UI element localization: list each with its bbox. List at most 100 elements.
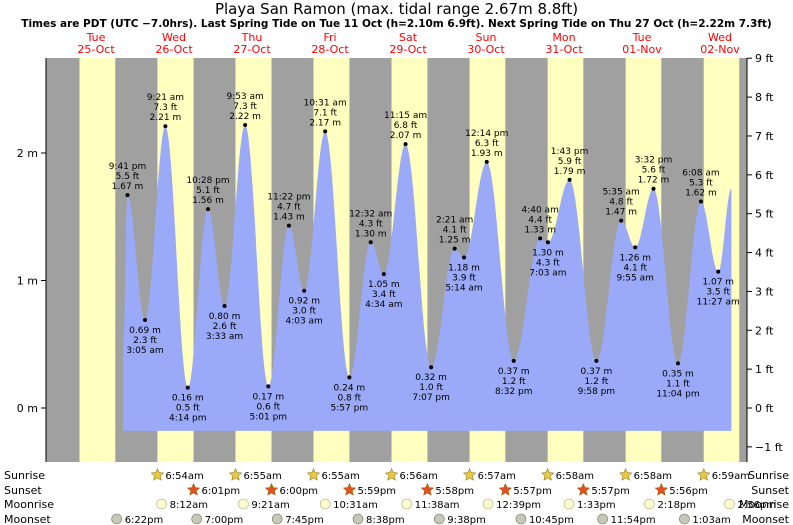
left-tick-label: 2 m (17, 147, 38, 160)
day-date: 02-Nov (700, 43, 740, 56)
sunrise-icon (540, 467, 555, 481)
moonset-icon (271, 513, 283, 525)
tide-extreme-point (651, 186, 656, 191)
day-date: 27-Oct (233, 43, 271, 56)
sunrise-time: 6:57am (478, 471, 516, 482)
extreme-feet: 3.5 ft (706, 288, 730, 298)
extreme-time: 3:33 am (206, 332, 243, 342)
sunset-time: 6:01pm (202, 486, 241, 497)
moonrise-icon (644, 498, 655, 510)
extreme-time: 9:21 am (147, 93, 184, 103)
tide-extreme-point (675, 361, 680, 366)
extreme-time: 11:27 am (697, 298, 740, 308)
extreme-time: 4:14 pm (169, 414, 207, 424)
tide-extreme-point (462, 255, 467, 260)
extreme-metres: 0.16 m (172, 394, 204, 404)
sunset-icon (264, 482, 279, 496)
right-tick-label: 5 ft (755, 208, 774, 221)
extreme-feet: 4.4 ft (528, 215, 552, 225)
extreme-feet: 0.5 ft (176, 404, 200, 414)
astro-row-label-left: Moonset (4, 513, 51, 525)
right-tick-label: 1 ft (755, 363, 774, 376)
extreme-metres: 1.30 m (355, 229, 387, 239)
right-tick-label: 3 ft (755, 285, 774, 298)
day-date: 28-Oct (311, 43, 349, 56)
tide-extreme-point (452, 246, 457, 251)
extreme-feet: 0.6 ft (256, 402, 280, 412)
extreme-time: 1:43 pm (551, 147, 589, 157)
tide-extreme-point (619, 218, 624, 223)
tide-extreme-point (206, 207, 211, 212)
sunset-time: 5:56pm (669, 486, 708, 497)
day-date: 26-Oct (155, 43, 193, 56)
extreme-time: 9:55 am (617, 273, 654, 283)
extreme-metres: 0.17 m (252, 392, 284, 402)
extreme-time: 11:04 pm (656, 389, 699, 399)
moonrise-icon (401, 498, 413, 510)
extreme-feet: 1.2 ft (585, 377, 609, 387)
extreme-metres: 1.62 m (685, 188, 717, 198)
sunset-time: 5:59pm (357, 486, 396, 497)
day-weekday: Thu (241, 31, 263, 44)
extreme-feet: 4.1 ft (623, 263, 647, 273)
extreme-metres: 1.56 m (192, 196, 224, 206)
moonrise-time: 11:38am (415, 500, 460, 511)
tide-extreme-point (368, 240, 373, 245)
moonset-time: 10:45pm (529, 515, 574, 525)
day-weekday: Wed (162, 31, 186, 44)
sunset-time: 6:00pm (280, 486, 319, 497)
day-date: 25-Oct (77, 43, 115, 56)
tide-area (123, 124, 732, 431)
extreme-feet: 5.1 ft (196, 186, 220, 196)
sunrise-icon (696, 467, 711, 481)
extreme-feet: 4.3 ft (359, 219, 383, 229)
right-tick-label: −1 ft (755, 441, 783, 454)
extreme-feet: 7.3 ft (233, 102, 257, 112)
moonset-time: 6:22pm (125, 515, 164, 525)
extreme-metres: 0.24 m (334, 383, 366, 393)
extreme-metres: 0.37 m (498, 367, 530, 377)
extreme-metres: 2.21 m (150, 113, 182, 123)
extreme-time: 10:31 am (304, 98, 347, 108)
tide-extreme-point (302, 288, 307, 293)
extreme-time: 8:32 pm (495, 387, 533, 397)
tide-extreme-point (538, 236, 543, 241)
sunrise-time: 6:58am (634, 471, 672, 482)
left-tick-label: 0 m (17, 402, 38, 415)
extreme-time: 10:28 pm (186, 176, 229, 186)
extreme-metres: 1.05 m (368, 280, 400, 290)
extreme-time: 6:08 am (682, 168, 719, 178)
extreme-metres: 1.18 m (448, 264, 480, 274)
extreme-feet: 1.2 ft (502, 377, 526, 387)
extreme-time: 5:14 am (445, 284, 482, 294)
extreme-feet: 3.0 ft (292, 307, 316, 317)
moonrise-icon (238, 498, 249, 510)
sunset-time: 5:57pm (591, 486, 630, 497)
tide-extreme-point (185, 385, 190, 390)
chart-subtitle: Times are PDT (UTC −7.0hrs). Last Spring… (21, 18, 772, 30)
moonset-icon (111, 513, 122, 525)
moonrise-icon (156, 498, 167, 510)
right-tick-label: 7 ft (755, 130, 774, 143)
sunrise-icon (228, 467, 243, 481)
sunset-icon (498, 482, 513, 496)
tide-extreme-point (545, 240, 550, 245)
extreme-feet: 4.8 ft (609, 198, 633, 208)
sunset-icon (576, 482, 591, 496)
sunrise-icon (618, 467, 633, 481)
moonset-icon (434, 513, 445, 525)
day-weekday: Wed (708, 31, 732, 44)
extreme-metres: 1.43 m (273, 213, 305, 223)
day-date: 29-Oct (389, 43, 427, 56)
moonrise-time: 2:56pm (738, 500, 777, 511)
sunrise-time: 6:59am (712, 471, 750, 482)
tide-extreme-point (222, 304, 227, 308)
moonrise-time: 8:12am (170, 500, 208, 511)
extreme-time: 7:03 am (529, 268, 566, 278)
extreme-time: 2:21 am (436, 216, 473, 226)
extreme-feet: 2.3 ft (133, 336, 157, 346)
astro-row-label-right: Moonset (742, 513, 789, 525)
right-tick-label: 6 ft (755, 169, 774, 182)
sunrise-icon (384, 467, 399, 481)
tide-extreme-point (484, 159, 489, 164)
